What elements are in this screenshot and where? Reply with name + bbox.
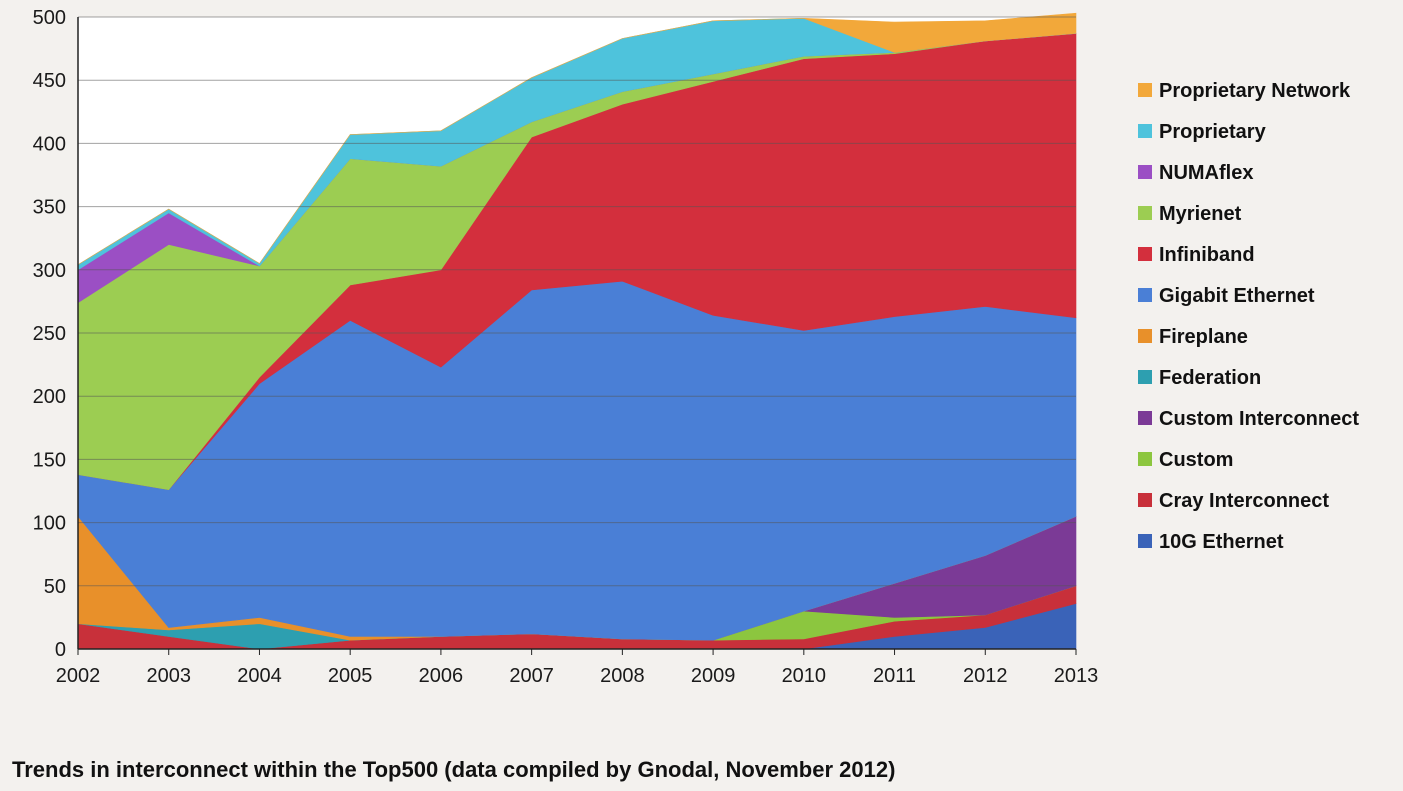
y-tick-label: 150 <box>33 449 66 471</box>
x-tick-label: 2011 <box>873 665 916 687</box>
x-tick-label: 2009 <box>691 665 736 687</box>
legend-label-cray-interconnect: Cray Interconnect <box>1159 490 1329 512</box>
legend-label-custom-interconnect: Custom Interconnect <box>1159 408 1359 430</box>
legend-label-proprietary-network: Proprietary Network <box>1159 80 1351 102</box>
legend-swatch-proprietary <box>1138 124 1152 138</box>
legend-swatch-myrienet <box>1138 206 1152 220</box>
y-tick-label: 500 <box>33 7 66 29</box>
legend-label-infiniband: Infiniband <box>1159 244 1255 266</box>
legend-swatch-proprietary-network <box>1138 83 1152 97</box>
area-proprietary-network <box>77 12 1077 265</box>
legend-label-federation: Federation <box>1159 367 1261 389</box>
legend-swatch-federation <box>1138 370 1152 384</box>
legend-swatch-10g-ethernet <box>1138 534 1152 548</box>
x-tick-label: 2012 <box>963 665 1008 687</box>
legend-label-fireplane: Fireplane <box>1159 326 1248 348</box>
y-tick-label: 200 <box>33 386 66 408</box>
legend-swatch-infiniband <box>1138 247 1152 261</box>
y-tick-label: 400 <box>33 133 66 155</box>
x-tick-label: 2010 <box>782 665 827 687</box>
x-tick-label: 2006 <box>419 665 464 687</box>
y-tick-label: 100 <box>33 513 66 535</box>
legend-swatch-cray-interconnect <box>1138 493 1152 507</box>
stacked-areas <box>77 12 1077 650</box>
x-tick-label: 2004 <box>237 665 282 687</box>
legend-swatch-gigabit-ethernet <box>1138 288 1152 302</box>
interconnect-area-chart: 0 50 100 150 200 250 300 350 400 450 500 2002 2003 20… <box>33 7 1360 687</box>
legend-label-gigabit-ethernet: Gigabit Ethernet <box>1159 285 1315 307</box>
x-tick-label: 2013 <box>1054 665 1099 687</box>
x-tick-label: 2005 <box>328 665 373 687</box>
x-tick-label: 2008 <box>600 665 645 687</box>
legend-swatch-custom <box>1138 452 1152 466</box>
legend: Proprietary Network Proprietary NUMAflex My… <box>1138 80 1359 553</box>
x-tick-label: 2007 <box>509 665 554 687</box>
legend-label-myrienet: Myrienet <box>1159 203 1242 225</box>
legend-label-10g-ethernet: 10G Ethernet <box>1159 531 1284 553</box>
y-tick-label: 350 <box>33 197 66 219</box>
chart-caption: Trends in interconnect within the Top500… <box>12 757 896 782</box>
legend-label-custom: Custom <box>1159 449 1233 471</box>
x-tick-label: 2002 <box>56 665 101 687</box>
legend-swatch-numaflex <box>1138 165 1152 179</box>
y-tick-label: 250 <box>33 323 66 345</box>
y-tick-label: 50 <box>44 576 66 598</box>
y-tick-label: 300 <box>33 260 66 282</box>
legend-swatch-custom-interconnect <box>1138 411 1152 425</box>
axes: 0 50 100 150 200 250 300 350 400 450 500 2002 2003 20… <box>33 7 1099 687</box>
legend-label-numaflex: NUMAflex <box>1159 162 1253 184</box>
x-tick-label: 2003 <box>146 665 191 687</box>
legend-label-proprietary: Proprietary <box>1159 121 1267 143</box>
y-tick-label: 450 <box>33 70 66 92</box>
legend-swatch-fireplane <box>1138 329 1152 343</box>
y-tick-label: 0 <box>55 639 66 661</box>
